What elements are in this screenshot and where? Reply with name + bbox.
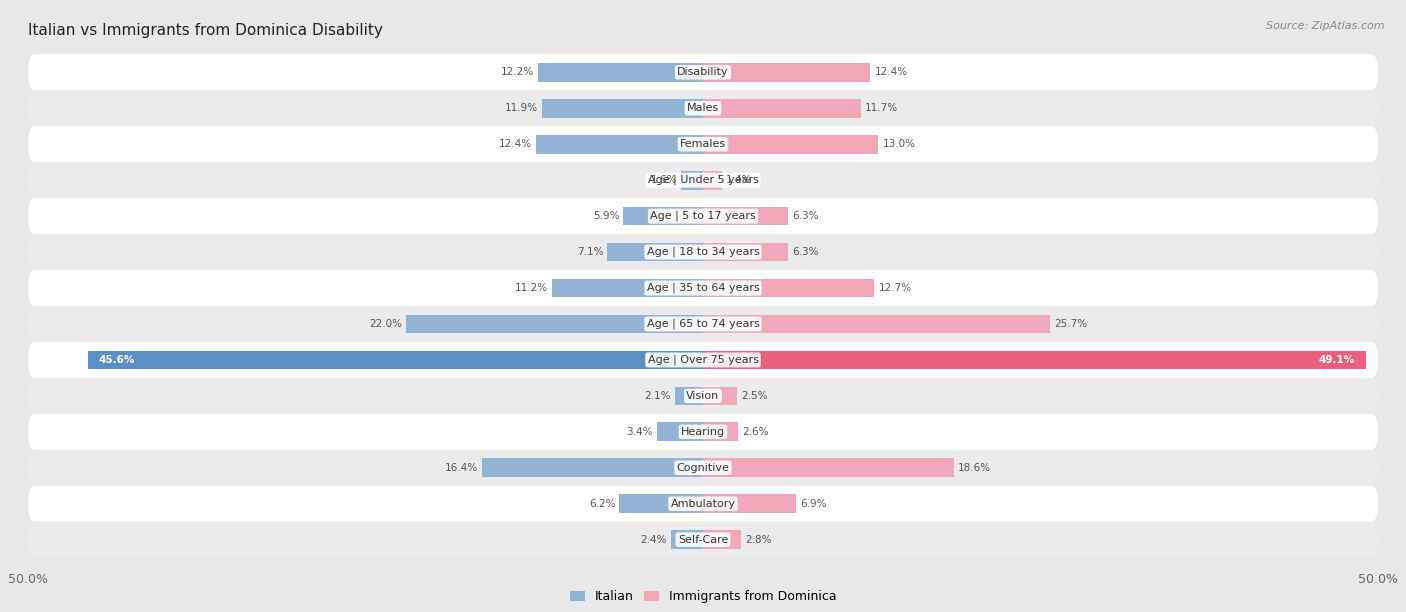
FancyBboxPatch shape [28, 234, 1378, 270]
Bar [682, 171, 703, 190]
Text: Age | Over 75 years: Age | Over 75 years [648, 355, 758, 365]
Bar [703, 207, 787, 225]
Text: Age | Under 5 years: Age | Under 5 years [648, 175, 758, 185]
Text: Disability: Disability [678, 67, 728, 77]
Text: 6.9%: 6.9% [800, 499, 827, 509]
Bar [536, 135, 703, 154]
Text: Source: ZipAtlas.com: Source: ZipAtlas.com [1267, 21, 1385, 31]
Text: 6.3%: 6.3% [792, 247, 818, 257]
Bar [675, 387, 703, 405]
Text: 5.9%: 5.9% [593, 211, 619, 221]
Bar [543, 99, 703, 118]
Bar [703, 278, 875, 297]
FancyBboxPatch shape [28, 91, 1378, 126]
Text: Age | 35 to 64 years: Age | 35 to 64 years [647, 283, 759, 293]
Bar [703, 135, 879, 154]
Text: 2.1%: 2.1% [644, 391, 671, 401]
Text: 12.4%: 12.4% [499, 139, 531, 149]
FancyBboxPatch shape [28, 126, 1378, 162]
Text: 12.7%: 12.7% [879, 283, 911, 293]
Bar [538, 63, 703, 81]
Text: 1.6%: 1.6% [651, 175, 678, 185]
FancyBboxPatch shape [28, 270, 1378, 306]
Text: Males: Males [688, 103, 718, 113]
Bar [623, 207, 703, 225]
Text: 11.7%: 11.7% [865, 103, 898, 113]
Text: Age | 18 to 34 years: Age | 18 to 34 years [647, 247, 759, 257]
Bar [703, 63, 870, 81]
Bar [703, 243, 787, 261]
Text: 18.6%: 18.6% [957, 463, 991, 473]
Text: 12.4%: 12.4% [875, 67, 907, 77]
Text: 2.8%: 2.8% [745, 535, 772, 545]
FancyBboxPatch shape [28, 378, 1378, 414]
Bar [703, 171, 721, 190]
Text: Cognitive: Cognitive [676, 463, 730, 473]
FancyBboxPatch shape [28, 198, 1378, 234]
FancyBboxPatch shape [28, 54, 1378, 91]
Text: Females: Females [681, 139, 725, 149]
FancyBboxPatch shape [28, 521, 1378, 558]
Text: Hearing: Hearing [681, 427, 725, 437]
Bar [703, 458, 955, 477]
Text: 49.1%: 49.1% [1319, 355, 1355, 365]
Bar [703, 99, 860, 118]
Bar [703, 531, 741, 549]
Bar [551, 278, 703, 297]
Bar [671, 531, 703, 549]
Bar [703, 387, 737, 405]
Bar [406, 315, 703, 334]
Text: 2.4%: 2.4% [640, 535, 666, 545]
Bar [657, 422, 703, 441]
Text: 2.5%: 2.5% [741, 391, 768, 401]
Bar [482, 458, 703, 477]
Bar [703, 494, 796, 513]
Text: 6.2%: 6.2% [589, 499, 616, 509]
Text: Self-Care: Self-Care [678, 535, 728, 545]
FancyBboxPatch shape [28, 162, 1378, 198]
Bar [619, 494, 703, 513]
Text: 1.4%: 1.4% [725, 175, 752, 185]
Text: 3.4%: 3.4% [627, 427, 652, 437]
Text: 2.6%: 2.6% [742, 427, 769, 437]
FancyBboxPatch shape [28, 306, 1378, 342]
FancyBboxPatch shape [28, 342, 1378, 378]
Text: 45.6%: 45.6% [98, 355, 135, 365]
Text: 12.2%: 12.2% [501, 67, 534, 77]
Bar [607, 243, 703, 261]
Text: Italian vs Immigrants from Dominica Disability: Italian vs Immigrants from Dominica Disa… [28, 23, 382, 38]
Bar [703, 422, 738, 441]
Legend: Italian, Immigrants from Dominica: Italian, Immigrants from Dominica [569, 590, 837, 603]
FancyBboxPatch shape [28, 414, 1378, 450]
Text: Age | 5 to 17 years: Age | 5 to 17 years [650, 211, 756, 222]
Bar [703, 315, 1050, 334]
Text: 7.1%: 7.1% [576, 247, 603, 257]
Text: Ambulatory: Ambulatory [671, 499, 735, 509]
Text: Vision: Vision [686, 391, 720, 401]
Text: 16.4%: 16.4% [444, 463, 478, 473]
Text: 6.3%: 6.3% [792, 211, 818, 221]
FancyBboxPatch shape [28, 486, 1378, 521]
Text: 22.0%: 22.0% [368, 319, 402, 329]
Text: 25.7%: 25.7% [1054, 319, 1087, 329]
Text: 13.0%: 13.0% [883, 139, 915, 149]
Bar [703, 351, 1365, 369]
FancyBboxPatch shape [28, 450, 1378, 486]
Text: 11.2%: 11.2% [515, 283, 548, 293]
Text: 11.9%: 11.9% [505, 103, 538, 113]
Bar [87, 351, 703, 369]
Text: Age | 65 to 74 years: Age | 65 to 74 years [647, 319, 759, 329]
